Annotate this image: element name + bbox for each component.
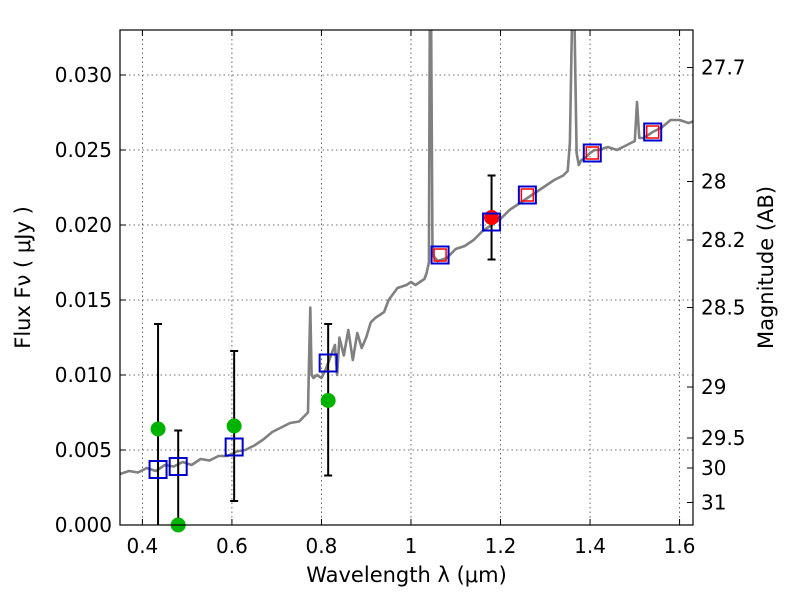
spectrum-line xyxy=(120,30,693,476)
x-tick-label: 0.8 xyxy=(306,534,338,558)
x-tick-label: 0.4 xyxy=(126,534,158,558)
y-tick-label: 0.000 xyxy=(55,513,112,537)
y-tick-label: 0.020 xyxy=(55,213,112,237)
red-point xyxy=(484,210,500,225)
y-tick-label: 0.030 xyxy=(55,63,112,87)
y-tick-label: 0.010 xyxy=(55,363,112,387)
x-tick-label: 1.2 xyxy=(485,534,517,558)
model-square xyxy=(643,122,663,142)
right-axis-label: Magnitude (AB) xyxy=(754,186,778,349)
right-tick-label: 28.2 xyxy=(701,228,746,252)
spectrum-series xyxy=(120,30,693,476)
model-square xyxy=(318,353,338,373)
model-square xyxy=(168,457,188,476)
data-points xyxy=(148,122,663,533)
grid xyxy=(120,30,693,526)
axis-ticks: 0.4 0.6 0.8 1 1.2 1.4 1.6 0.000 0.005 0.010 0.015 0… xyxy=(55,30,746,558)
y-tick-label: 0.005 xyxy=(55,438,112,462)
red-square xyxy=(433,248,447,262)
y-tick-label: 0.025 xyxy=(55,138,112,162)
right-tick-label: 29.5 xyxy=(701,426,746,450)
x-tick-label: 1.6 xyxy=(664,534,696,558)
red-square xyxy=(585,146,600,160)
green-point xyxy=(150,421,166,437)
right-tick-label: 27.7 xyxy=(701,56,746,80)
model-square xyxy=(517,185,537,205)
plot-frame xyxy=(119,29,694,526)
right-tick-label: 31 xyxy=(701,491,726,515)
right-tick-label: 28.5 xyxy=(701,296,746,320)
red-square xyxy=(645,125,660,139)
x-tick-label: 0.6 xyxy=(216,534,248,558)
right-tick-label: 28 xyxy=(701,170,726,194)
x-axis-label: Wavelength λ (μm) xyxy=(306,563,507,587)
green-point xyxy=(320,393,336,408)
y-axis-label: Flux Fν ( μJy ) xyxy=(11,206,35,349)
x-tick-label: 1.4 xyxy=(574,534,606,558)
y-tick-label: 0.015 xyxy=(55,288,112,312)
right-tick-label: 29 xyxy=(701,375,726,399)
model-square xyxy=(224,437,244,457)
model-square xyxy=(582,143,602,163)
green-point xyxy=(226,418,242,434)
model-square xyxy=(430,245,450,265)
error-bars xyxy=(154,174,496,525)
x-tick-label: 1 xyxy=(405,534,418,558)
right-tick-label: 30 xyxy=(701,456,726,480)
model-square xyxy=(148,460,168,479)
model-square xyxy=(482,212,502,232)
red-square xyxy=(520,188,535,202)
